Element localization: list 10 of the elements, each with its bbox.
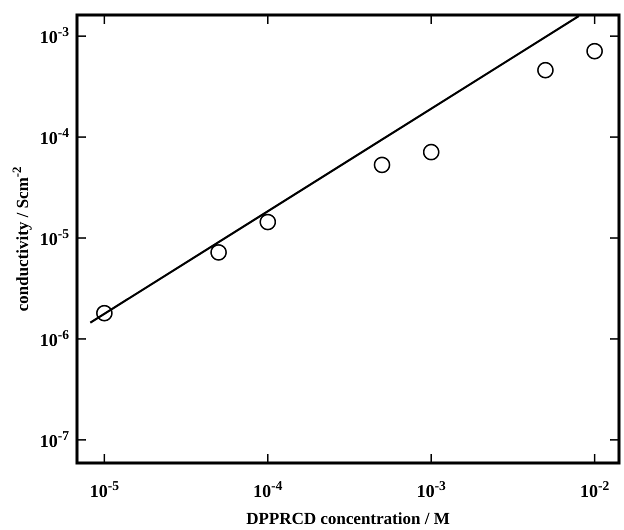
x-tick-label: 10$^{-5}$ bbox=[90, 478, 120, 501]
x-tick-label: 10$^{-3}$ bbox=[416, 478, 446, 501]
x-tick-label: 10$^{-4}$ bbox=[253, 478, 283, 501]
x-axis-title: DPPRCD concentration / M bbox=[246, 509, 450, 528]
y-tick-label: 10$^{-3}$ bbox=[40, 24, 70, 48]
x-tick-label: 10$^{-2}$ bbox=[580, 478, 610, 501]
y-tick-label: 10$^{-6}$ bbox=[40, 326, 70, 350]
y-tick-label: 10$^{-5}$ bbox=[40, 226, 70, 250]
y-tick-label: 10$^{-4}$ bbox=[40, 124, 70, 148]
y-tick-label: 10$^{-7}$ bbox=[40, 427, 70, 451]
